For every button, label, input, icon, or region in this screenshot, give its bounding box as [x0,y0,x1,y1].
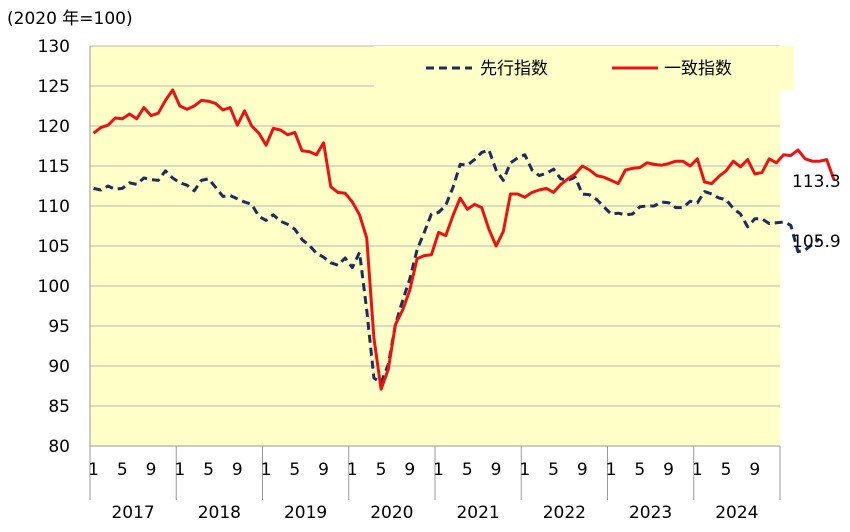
x-tick-label: 1 [606,460,617,480]
y-axis-ticks: 80 85 90 95 100 105 110 115 120 125 130 [38,37,70,457]
legend-label: 一致指数 [664,59,732,79]
series-layer [92,88,836,391]
x-tick-label: 5 [289,460,300,480]
y-tick-label: 85 [48,397,70,417]
x-tick-label: 1 [692,460,703,480]
x-tick-label: 1 [88,460,99,480]
x-tick-label: 9 [232,460,243,480]
y-tick-label: 110 [38,197,70,217]
year-label: 2020 [370,503,413,523]
y-tick-label: 130 [38,37,70,57]
y-tick-label: 115 [38,157,70,177]
y-tick-label: 80 [48,437,70,457]
x-tick-label: 1 [174,460,185,480]
x-tick-label: 1 [433,460,444,480]
legend-label: 先行指数 [480,59,548,79]
x-tick-label: 1 [519,460,530,480]
x-tick-label: 5 [117,460,128,480]
x-tick-label: 5 [203,460,214,480]
end-value-label: 113.3 [792,172,841,192]
year-label: 2021 [456,503,499,523]
x-tick-label: 5 [548,460,559,480]
year-label: 2023 [629,503,672,523]
legend: 先行指数 一致指数 [374,46,794,90]
x-tick-label: 9 [749,460,760,480]
x-tick-label: 9 [577,460,588,480]
x-tick-label: 5 [376,460,387,480]
year-label: 2018 [198,503,241,523]
y-tick-label: 90 [48,357,70,377]
y-tick-label: 95 [48,317,70,337]
y-tick-label: 100 [38,277,70,297]
end-value-label: 105.9 [792,232,841,252]
x-tick-label: 9 [318,460,329,480]
x-tick-label: 5 [462,460,473,480]
y-tick-label: 120 [38,117,70,137]
year-label: 2017 [111,503,154,523]
x-tick-label: 9 [491,460,502,480]
x-tick-label: 1 [347,460,358,480]
y-tick-label: 125 [38,77,70,97]
unit-label: (2020 年=100) [7,9,133,29]
x-tick-label: 9 [404,460,415,480]
year-label: 2019 [284,503,327,523]
x-tick-label: 5 [721,460,732,480]
x-tick-label: 5 [634,460,645,480]
year-label: 2022 [543,503,586,523]
y-tick-label: 105 [38,237,70,257]
end-labels: 105.9 113.3 [792,172,841,252]
x-tick-label: 9 [663,460,674,480]
series-line [93,148,821,385]
series-line [92,88,836,391]
x-tick-label: 9 [146,460,157,480]
year-label: 2024 [715,503,758,523]
x-tick-label: 1 [261,460,272,480]
